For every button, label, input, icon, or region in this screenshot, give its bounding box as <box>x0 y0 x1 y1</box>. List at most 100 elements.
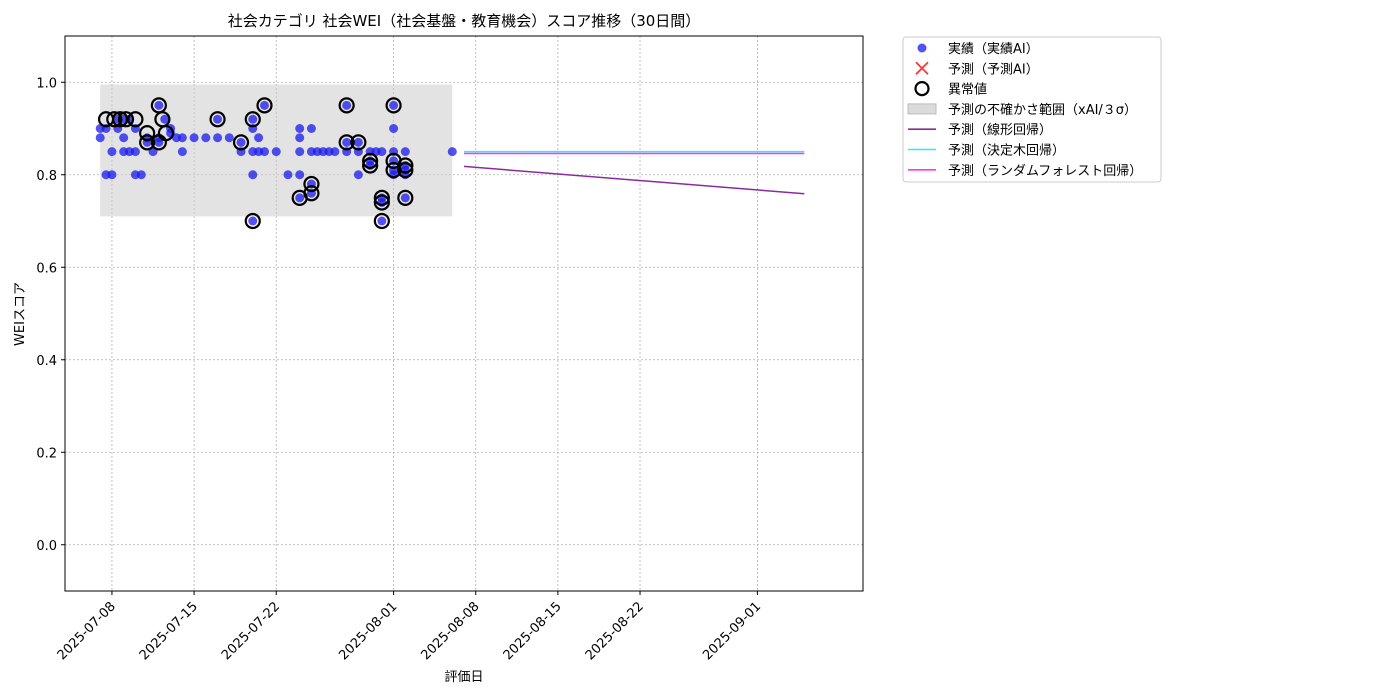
x-tick-label: 2025-08-15 <box>501 599 565 663</box>
actual-point <box>177 133 187 143</box>
actual-point <box>295 170 305 180</box>
legend-box <box>902 36 1162 183</box>
anomaly-ring <box>338 134 355 151</box>
actual-point <box>295 193 305 203</box>
anomaly-ring <box>244 212 261 230</box>
x-axis: 2025-07-08 2025-07-15 2025-07-22 2025-08-01… <box>55 591 764 663</box>
legend-label: 予測（予測AI） <box>948 62 1039 77</box>
anomaly-ring <box>373 194 390 211</box>
anomaly-ring <box>106 111 123 128</box>
y-tick-label: 0.6 <box>36 261 57 276</box>
actual-point <box>136 170 146 180</box>
actual-point <box>353 137 363 147</box>
legend-marker-cross <box>915 61 929 75</box>
y-tick-label: 1.0 <box>36 76 57 91</box>
actual-point <box>248 114 258 124</box>
actual-point <box>260 100 269 110</box>
anomaly-ring <box>362 152 379 169</box>
y-tick-label: 0.2 <box>36 446 57 461</box>
actual-point <box>447 147 457 157</box>
legend-label: 実績（実績AI） <box>948 41 1039 57</box>
anomaly-ring <box>303 185 320 202</box>
actual-point <box>283 170 293 180</box>
actual-point <box>201 133 211 143</box>
chart-title: 社会カテゴリ 社会WEI（社会基盤・教育機会）スコア推移（30日間） <box>228 12 701 30</box>
y-tick-label: 0.4 <box>36 354 57 369</box>
actual-point <box>377 216 387 226</box>
actual-point <box>130 147 140 157</box>
x-tick-label: 2025-07-22 <box>219 599 283 663</box>
actual-point <box>295 133 305 143</box>
anomaly-ring <box>385 97 402 114</box>
actual-point <box>330 147 340 157</box>
actual-point <box>295 124 305 133</box>
actual-point <box>107 147 117 157</box>
legend-marker-dot <box>917 43 927 53</box>
actual-point <box>213 133 223 143</box>
actual-point <box>295 147 305 157</box>
actual-point <box>224 133 234 143</box>
legend-marker-ring <box>914 80 930 97</box>
actual-point <box>389 100 399 110</box>
prediction-lines-layer <box>463 150 805 195</box>
anomaly-ring <box>127 111 144 128</box>
actual-point <box>260 147 269 157</box>
actual-point <box>154 100 164 110</box>
actual-point <box>342 137 352 147</box>
anomaly-ring <box>362 157 379 174</box>
prediction-line <box>463 165 805 195</box>
x-axis-title: 評価日 <box>444 670 483 685</box>
anomaly-ring <box>232 134 250 151</box>
anomaly-ring <box>350 134 367 151</box>
actual-point <box>248 170 258 180</box>
anomaly-ring <box>373 189 390 206</box>
y-tick-label: 0.0 <box>36 539 57 554</box>
actual-point <box>189 133 199 143</box>
x-tick-label: 2025-08-22 <box>583 599 647 663</box>
anomaly-ring <box>397 157 414 174</box>
actual-points-layer <box>95 100 457 226</box>
anomaly-ring <box>373 212 390 230</box>
actual-point <box>353 170 363 180</box>
actual-point <box>254 133 264 143</box>
actual-point <box>248 216 258 226</box>
actual-point <box>377 147 387 157</box>
actual-point <box>400 193 410 203</box>
y-axis: 0.0 0.2 0.4 0.6 0.8 1.0 <box>36 76 65 554</box>
x-tick-label: 2025-09-01 <box>700 599 764 663</box>
anomaly-ring <box>244 111 261 128</box>
actual-point <box>160 114 170 124</box>
y-axis-title: WEIスコア <box>13 282 28 346</box>
x-tick-label: 2025-08-01 <box>336 599 400 663</box>
actual-point <box>389 124 399 133</box>
x-tick-label: 2025-07-15 <box>137 599 201 663</box>
anomaly-rings-layer <box>97 97 414 230</box>
anomaly-ring <box>117 111 135 128</box>
anomaly-ring <box>397 162 414 179</box>
legend-label: 異常値 <box>948 82 987 98</box>
actual-point <box>119 133 129 143</box>
legend-label: 予測（線形回帰） <box>948 122 1052 138</box>
anomaly-ring <box>256 97 273 114</box>
legend-label: 予測（ランダムフォレスト回帰） <box>948 163 1142 179</box>
legend-label: 予測（決定木回帰） <box>948 143 1065 159</box>
anomaly-ring <box>397 189 414 206</box>
actual-point <box>95 133 105 143</box>
anomaly-ring <box>338 97 355 114</box>
x-tick-label: 2025-08-08 <box>419 599 483 663</box>
actual-point <box>342 100 352 110</box>
legend-marker-band <box>907 103 937 115</box>
actual-point <box>107 170 117 180</box>
actual-point <box>236 137 246 147</box>
anomaly-ring <box>112 111 129 128</box>
y-tick-label: 0.8 <box>36 169 57 184</box>
anomaly-ring <box>139 134 156 151</box>
anomaly-ring <box>209 111 226 128</box>
anomaly-ring <box>157 125 175 142</box>
anomaly-ring <box>303 175 320 193</box>
actual-point <box>213 114 223 124</box>
actual-point <box>177 147 187 157</box>
plot-frame <box>64 35 864 592</box>
